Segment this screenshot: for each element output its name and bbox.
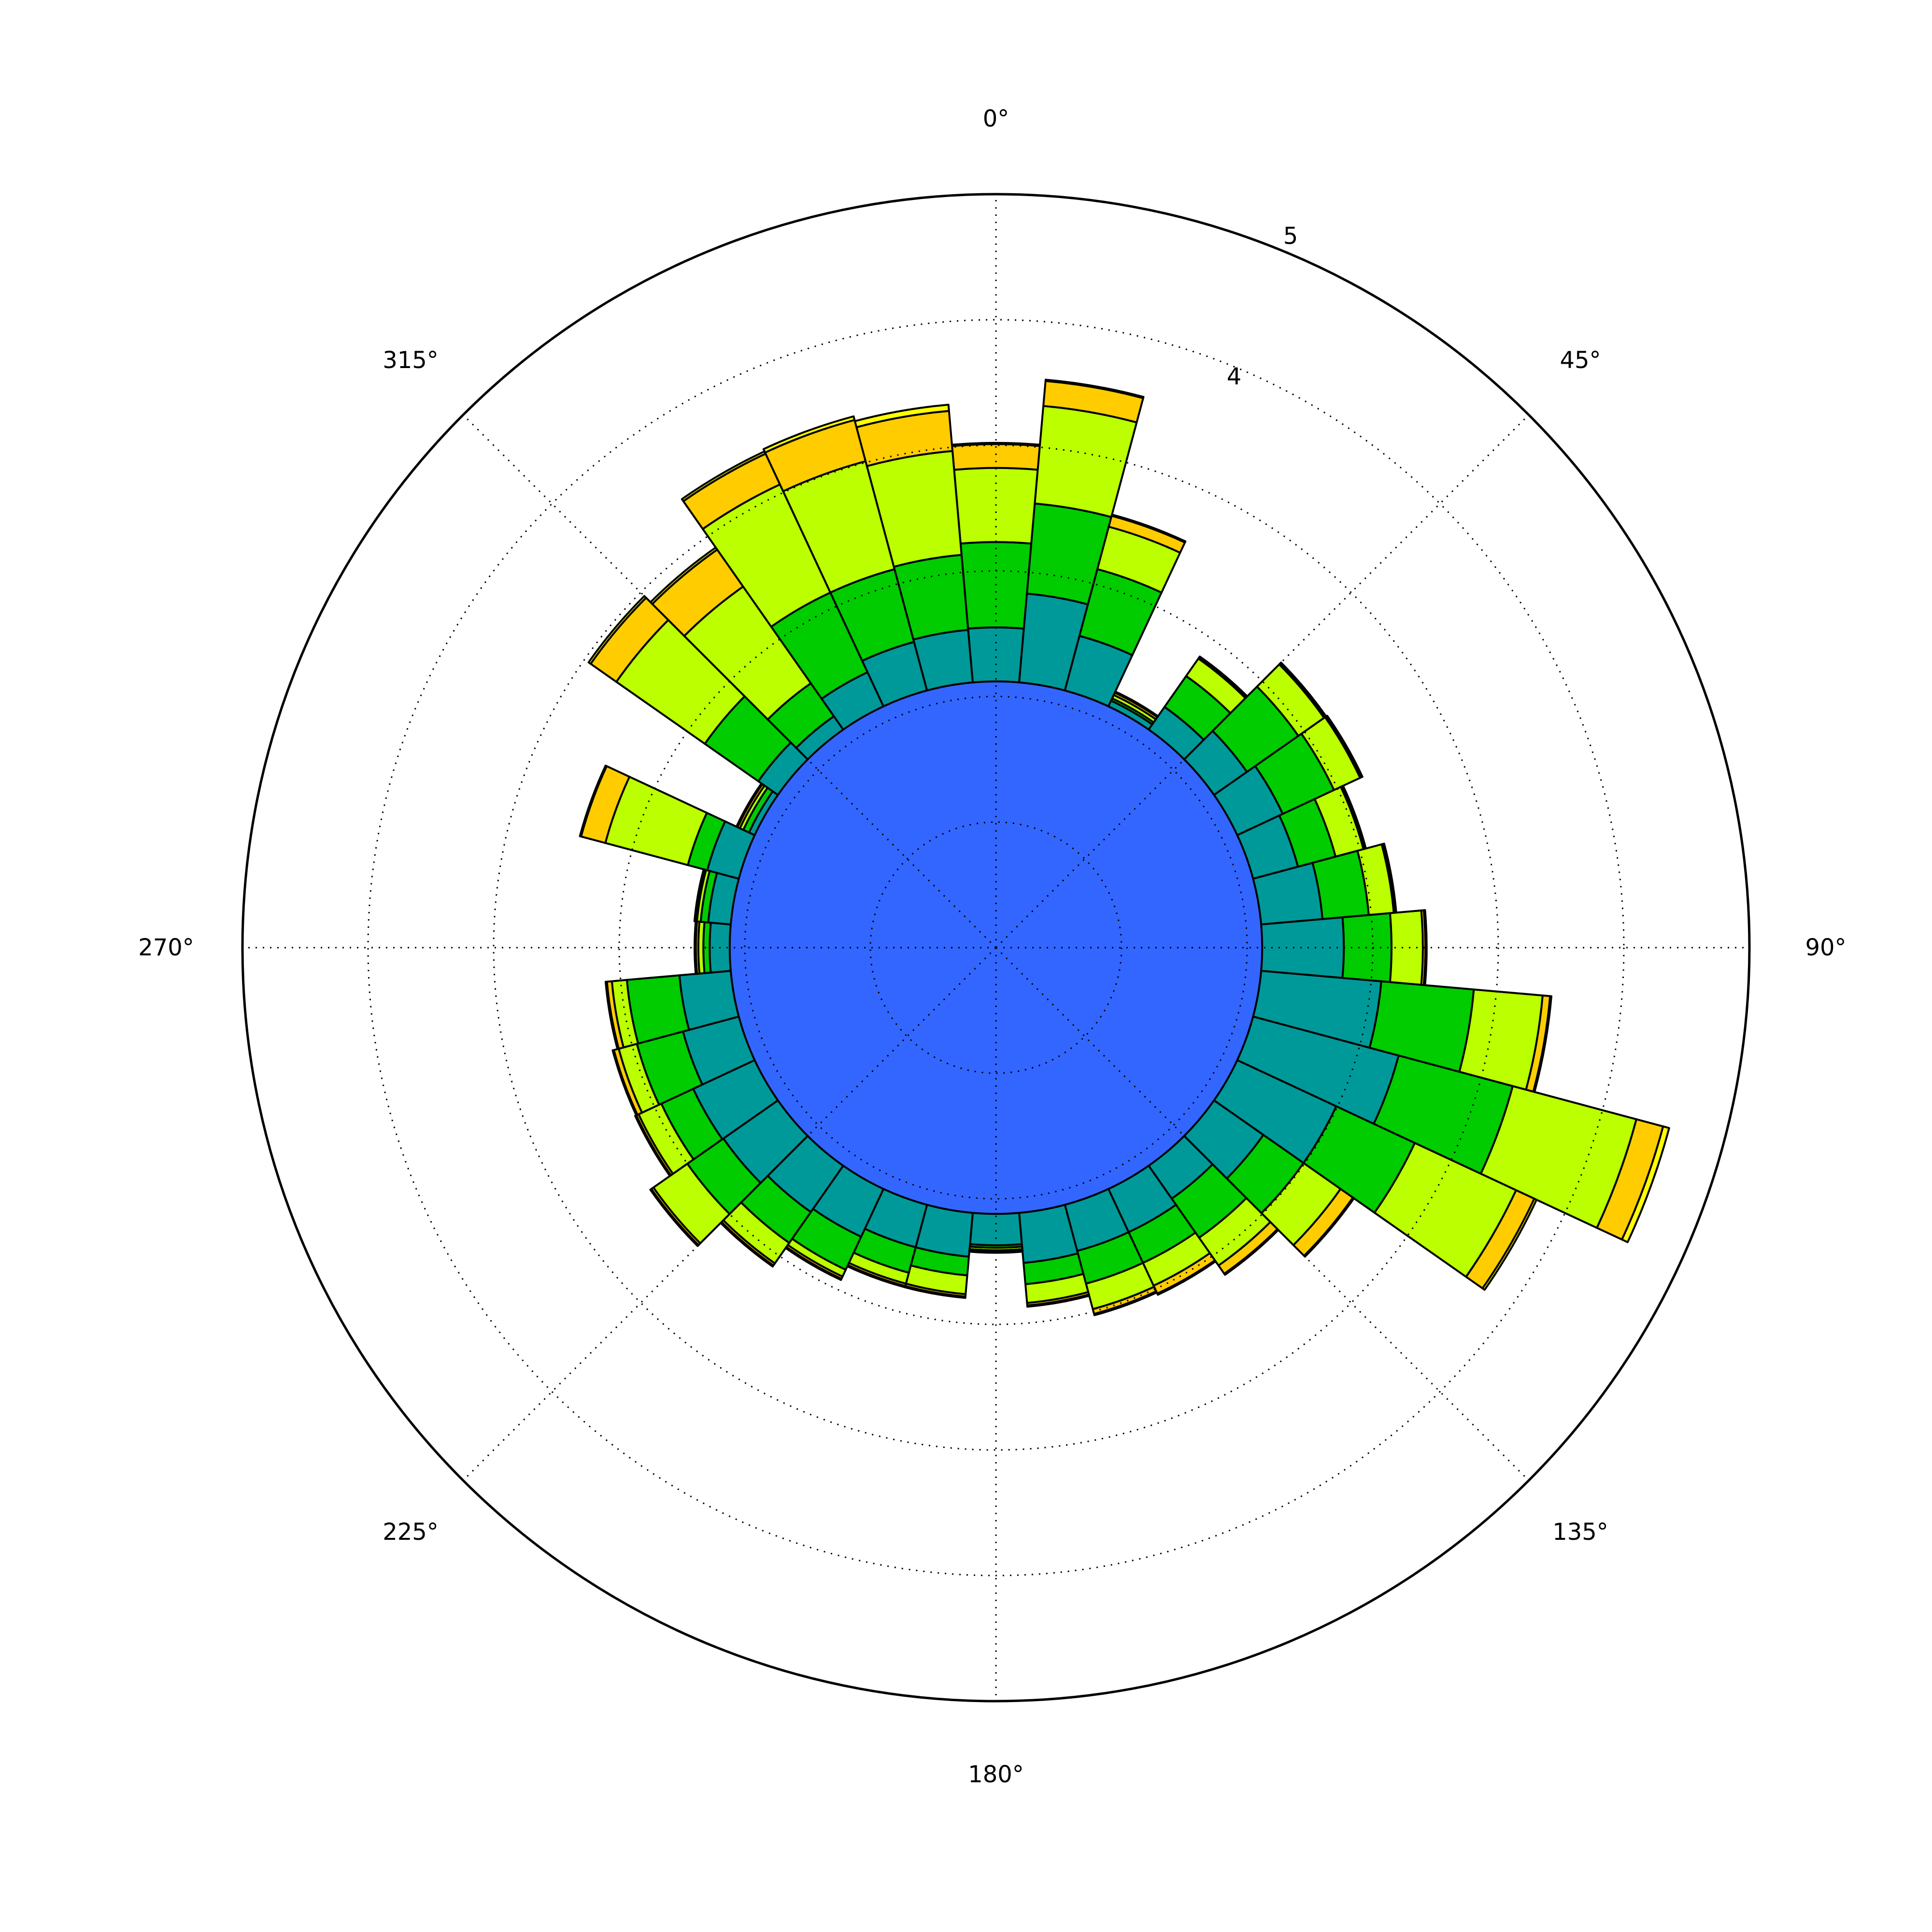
bar-dir20-band5 bbox=[1110, 513, 1187, 544]
bar-dir340-band5 bbox=[762, 415, 856, 454]
theta-label-315: 315° bbox=[383, 347, 439, 374]
r-gridline-5 bbox=[367, 319, 1625, 1577]
r-gridline-4 bbox=[493, 444, 1499, 1451]
outer-ring bbox=[241, 193, 1751, 1703]
theta-label-90: 90° bbox=[1805, 934, 1846, 961]
bar-dir180-band1 bbox=[969, 1212, 1023, 1247]
bar-dir140-band5 bbox=[1223, 1228, 1279, 1276]
bar-dir150-band5 bbox=[1156, 1259, 1217, 1296]
bar-dir310-band5 bbox=[587, 595, 647, 665]
bar-dir170-band5 bbox=[1026, 1293, 1091, 1308]
bar-dir90-band2 bbox=[1341, 912, 1393, 983]
bar-dir90-band1 bbox=[1260, 916, 1345, 979]
theta-label-225: 225° bbox=[383, 1519, 439, 1546]
r-gridline-2 bbox=[744, 696, 1248, 1200]
bar-dir10-band3 bbox=[1034, 405, 1138, 518]
r-gridline-1 bbox=[869, 821, 1122, 1074]
bar-dir10-band5 bbox=[1044, 379, 1145, 399]
bar-dir110-band5 bbox=[1621, 1125, 1670, 1243]
bar-dir350-band5 bbox=[853, 403, 950, 428]
bar-dir120-band5 bbox=[1481, 1197, 1538, 1291]
theta-label-0: 0° bbox=[983, 105, 1009, 132]
theta-label-180: 180° bbox=[968, 1761, 1024, 1788]
bar-dir230-band5 bbox=[649, 1188, 700, 1247]
bar-dir0-band3 bbox=[953, 467, 1039, 545]
theta-gridline-135 bbox=[995, 947, 1530, 1481]
bar-dir290-band5 bbox=[579, 765, 608, 838]
theta-gridline-45 bbox=[995, 414, 1530, 949]
bar-dir250-band5 bbox=[611, 1049, 639, 1117]
r-label-5: 5 bbox=[1283, 223, 1298, 250]
theta-label-135: 135° bbox=[1552, 1519, 1608, 1546]
theta-gridline-315 bbox=[462, 414, 997, 949]
bar-dir160-band5 bbox=[1093, 1290, 1158, 1316]
theta-label-45: 45° bbox=[1560, 347, 1601, 374]
bar-dir0-band4 bbox=[951, 443, 1041, 471]
theta-label-270: 270° bbox=[138, 934, 194, 961]
bar-dir260-band5 bbox=[604, 980, 620, 1050]
r-label-4: 4 bbox=[1227, 363, 1242, 390]
bar-dir60-band5 bbox=[1325, 714, 1364, 779]
tick-labels: 0° 45° 90° 135° 180° 225° 270° 315° 4 5 bbox=[138, 105, 1846, 1788]
theta-gridline-225 bbox=[462, 947, 997, 1481]
bar-dir270-band5 bbox=[694, 920, 698, 975]
polar-grid bbox=[242, 194, 1749, 1701]
wind-bars bbox=[579, 379, 1670, 1316]
